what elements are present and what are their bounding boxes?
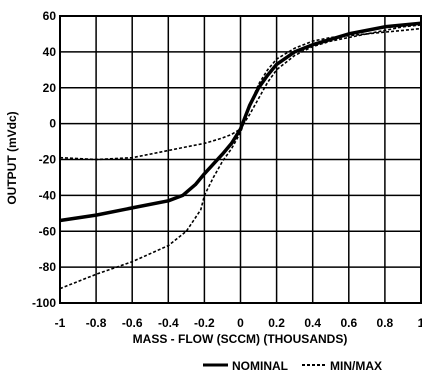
x-tick-label: -0.8: [86, 316, 107, 330]
y-tick-label: -20: [39, 153, 57, 167]
y-tick-label: 60: [43, 9, 57, 23]
series-line-minmax: [59, 24, 422, 161]
x-tick-label: -0.6: [122, 316, 143, 330]
x-tick-label: 0.8: [377, 316, 394, 330]
x-tick-label: -0.4: [158, 316, 179, 330]
x-tick-label: 0.2: [268, 316, 285, 330]
chart-grid: [59, 15, 422, 304]
y-axis-label: OUTPUT (mVdc): [5, 111, 19, 204]
x-tick-label: 0.6: [340, 316, 357, 330]
y-tick-label: -60: [39, 224, 57, 238]
y-tick-label: 20: [43, 81, 57, 95]
y-tick-label: -80: [39, 260, 57, 274]
x-tick-label: 0.4: [304, 316, 321, 330]
legend-minmax-label: MIN/MAX: [330, 359, 382, 373]
tick-labels: -1 -0.8 -0.6 -0.4 -0.2 0 0.2 0.4 0.6 0.8 1 -100 -80 -…: [32, 9, 422, 330]
x-tick-label: -1: [55, 316, 66, 330]
chart-legend: NOMINAL MIN/MAX: [203, 359, 382, 373]
y-tick-label: 40: [43, 45, 57, 59]
y-tick-label: 0: [49, 117, 56, 131]
y-tick-label: -100: [32, 296, 56, 310]
chart-series: [59, 21, 422, 290]
x-tick-label: 1: [418, 316, 422, 330]
x-tick-label: 0: [237, 316, 244, 330]
y-tick-label: -40: [39, 188, 57, 202]
x-axis-label: MASS - FLOW (SCCM) (THOUSANDS): [133, 332, 348, 346]
plot-frame: [59, 15, 422, 304]
series-line-minmax: [59, 27, 422, 290]
x-tick-label: -0.2: [194, 316, 215, 330]
legend-nominal-label: NOMINAL: [232, 359, 288, 373]
